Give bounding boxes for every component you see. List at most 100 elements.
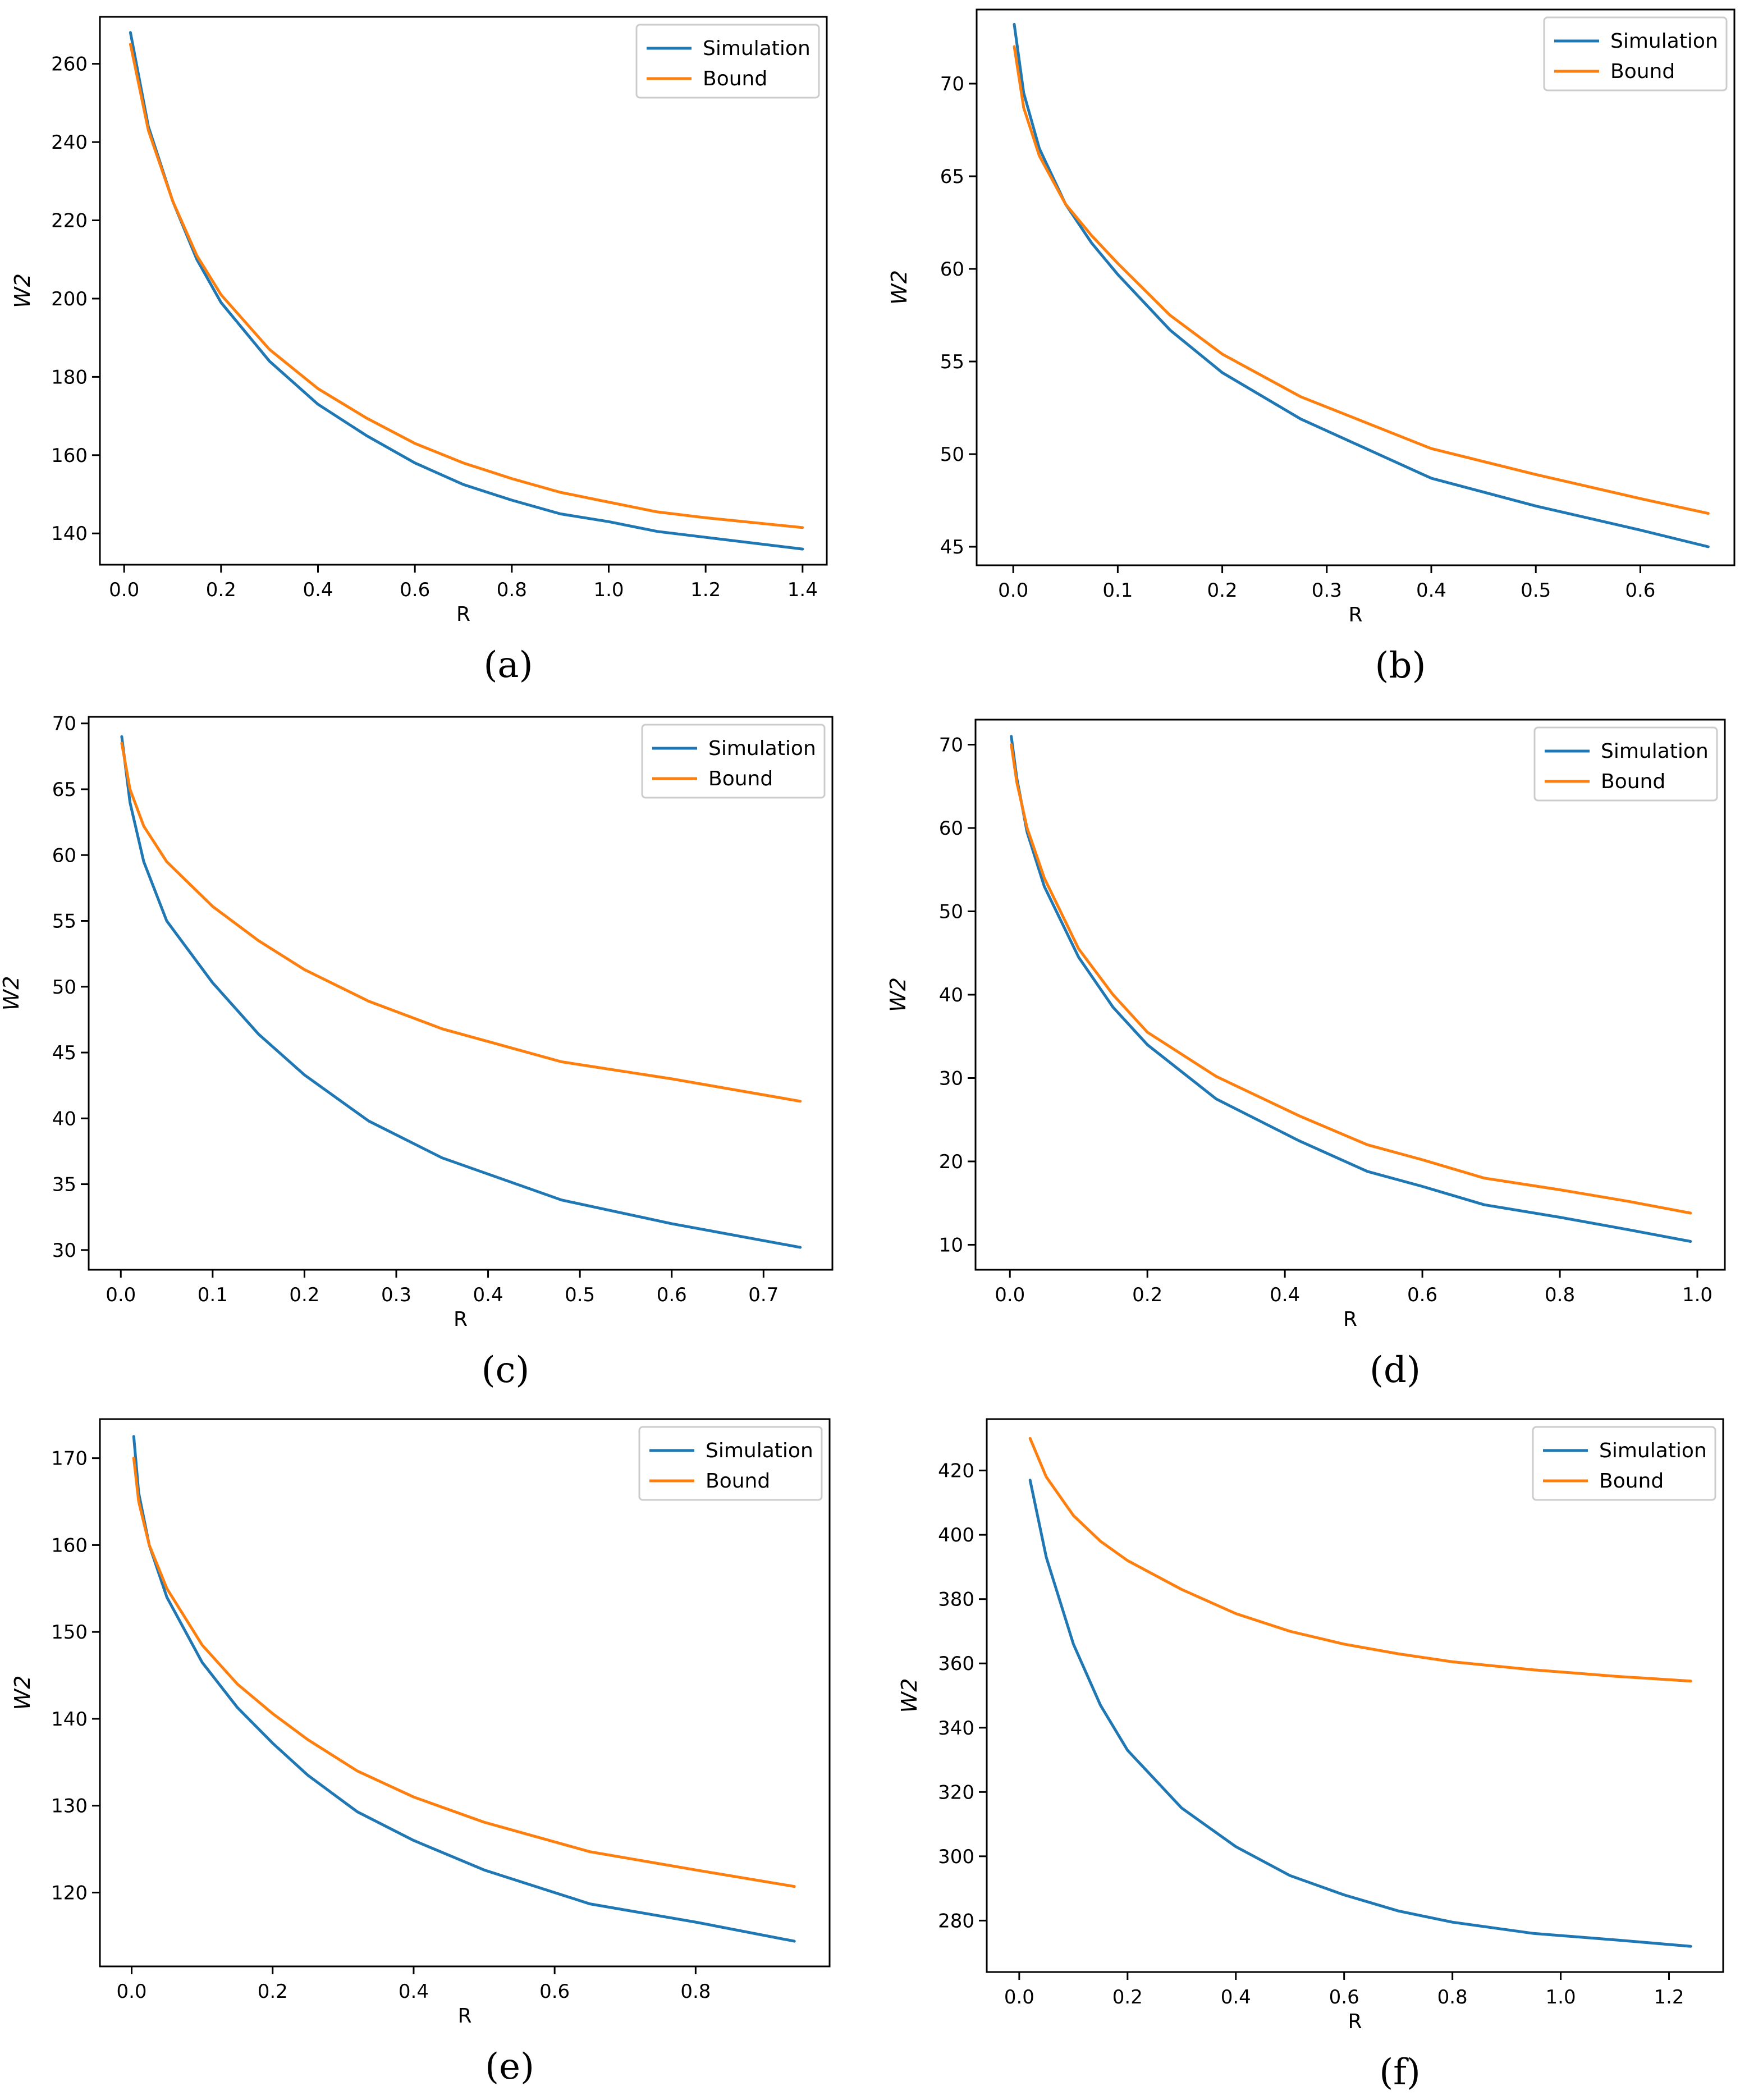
- x-tick-label: 1.2: [690, 579, 721, 601]
- x-tick-label: 0.6: [400, 579, 430, 601]
- legend: Simulation Bound: [1532, 1426, 1716, 1501]
- legend-label-simulation: Simulation: [1610, 30, 1718, 53]
- legend-label-simulation: Simulation: [706, 1439, 813, 1462]
- y-tick-label: 55: [52, 911, 76, 933]
- x-tick-label: 0.2: [206, 579, 236, 601]
- y-axis-label: W2: [0, 976, 24, 1011]
- x-axis-label: R: [454, 1308, 468, 1331]
- y-tick-label: 140: [51, 1708, 88, 1731]
- y-tick-label: 360: [938, 1653, 974, 1675]
- panel-label: (d): [1370, 1349, 1421, 1391]
- legend-label-bound: Bound: [708, 767, 773, 790]
- y-tick-label: 45: [940, 536, 964, 559]
- x-tick-label: 0.2: [289, 1284, 319, 1306]
- legend: Simulation Bound: [1533, 726, 1718, 802]
- y-tick-label: 65: [52, 779, 76, 801]
- axes-frame: [986, 1418, 1724, 1973]
- panel-label: (e): [485, 2046, 534, 2088]
- y-tick-label: 170: [51, 1448, 88, 1470]
- y-tick-label: 40: [52, 1108, 76, 1130]
- x-tick-label: 0.2: [1132, 1284, 1162, 1306]
- legend-label-simulation: Simulation: [708, 737, 816, 760]
- legend-label-simulation: Simulation: [1601, 740, 1709, 763]
- x-axis-label: R: [457, 2005, 471, 2028]
- series-line-simulation: [129, 31, 804, 551]
- y-tick-label: 120: [51, 1882, 88, 1904]
- x-tick-label: 0.8: [680, 1980, 711, 2003]
- x-tick-label: 0.6: [539, 1980, 570, 2003]
- chart-panel-4: 0.0 0.2 0.4 0.6 0.8 1.0 10 20 30 40 50 60 70 R W2 Simul…: [886, 719, 1726, 1391]
- y-tick-label: 70: [939, 734, 963, 757]
- x-tick-label: 0.4: [303, 579, 333, 601]
- y-tick-label: 320: [938, 1781, 974, 1804]
- series-line-bound: [129, 43, 804, 529]
- x-tick-label: 0.3: [381, 1284, 411, 1306]
- x-tick-label: 0.6: [1329, 1986, 1359, 2009]
- axes-frame: [99, 1418, 831, 1968]
- legend-label-simulation: Simulation: [1599, 1439, 1707, 1462]
- x-tick-label: 0.6: [1625, 579, 1655, 602]
- legend-label-bound: Bound: [1599, 1470, 1664, 1493]
- series-line-simulation: [1013, 22, 1710, 548]
- series-line-simulation: [1010, 735, 1692, 1243]
- x-tick-label: 0.8: [1545, 1284, 1575, 1306]
- y-tick-label: 30: [939, 1067, 963, 1090]
- y-tick-label: 55: [940, 351, 964, 373]
- series-line-simulation: [120, 735, 802, 1249]
- chart-panel-3: 0.0 0.1 0.2 0.3 0.4 0.5 0.6 0.7 30 35 40 45 50 55 60 65…: [0, 713, 834, 1391]
- y-tick-label: 45: [52, 1042, 76, 1064]
- y-axis-label: W2: [10, 1676, 35, 1710]
- y-tick-label: 60: [940, 258, 964, 281]
- series-line-simulation: [1028, 1479, 1692, 1948]
- x-tick-label: 0.5: [1521, 579, 1551, 602]
- series-line-simulation: [132, 1435, 796, 1943]
- y-tick-label: 180: [51, 366, 88, 388]
- y-tick-label: 280: [938, 1910, 974, 1932]
- y-tick-label: 10: [939, 1234, 963, 1256]
- y-axis-label: W2: [886, 977, 910, 1012]
- y-tick-label: 60: [939, 817, 963, 840]
- x-tick-label: 0.0: [998, 579, 1028, 602]
- y-tick-label: 60: [52, 844, 76, 867]
- x-tick-label: 0.2: [1207, 579, 1238, 602]
- y-tick-label: 40: [939, 984, 963, 1006]
- x-tick-label: 0.0: [109, 579, 139, 601]
- x-tick-label: 0.2: [258, 1980, 288, 2003]
- x-axis-label: R: [1343, 1308, 1357, 1331]
- y-tick-label: 240: [51, 131, 88, 154]
- y-tick-label: 420: [938, 1460, 974, 1483]
- y-tick-label: 140: [51, 523, 88, 545]
- x-tick-label: 0.6: [657, 1284, 687, 1306]
- x-tick-label: 1.0: [1682, 1284, 1712, 1306]
- y-tick-label: 50: [940, 443, 964, 466]
- x-tick-label: 0.6: [1407, 1284, 1437, 1306]
- y-tick-label: 70: [940, 73, 964, 95]
- axes-frame: [974, 719, 1726, 1271]
- x-tick-label: 0.0: [116, 1980, 146, 2003]
- x-tick-label: 0.0: [106, 1284, 136, 1306]
- x-tick-label: 1.2: [1654, 1986, 1684, 2009]
- x-tick-label: 0.5: [565, 1284, 595, 1306]
- axes-frame: [99, 16, 828, 566]
- x-axis-label: R: [456, 603, 470, 626]
- x-tick-label: 0.4: [399, 1980, 429, 2003]
- y-tick-label: 340: [938, 1717, 974, 1740]
- x-tick-label: 0.4: [473, 1284, 503, 1306]
- x-tick-label: 0.8: [1437, 1986, 1468, 2009]
- x-tick-label: 0.0: [1004, 1986, 1034, 2009]
- y-tick-label: 300: [938, 1846, 974, 1868]
- y-axis-label: W2: [887, 270, 912, 305]
- y-tick-label: 160: [51, 1534, 88, 1557]
- x-axis-label: R: [1348, 603, 1362, 626]
- panel-label: (f): [1379, 2052, 1421, 2093]
- y-tick-label: 200: [51, 288, 88, 310]
- legend-label-bound: Bound: [703, 67, 767, 90]
- y-tick-label: 400: [938, 1524, 974, 1547]
- legend: Simulation Bound: [641, 724, 826, 799]
- panel-label: (b): [1375, 645, 1426, 687]
- legend-label-bound: Bound: [1610, 60, 1675, 83]
- y-tick-label: 20: [939, 1151, 963, 1173]
- x-tick-label: 0.7: [748, 1284, 779, 1306]
- axes-frame: [976, 8, 1736, 566]
